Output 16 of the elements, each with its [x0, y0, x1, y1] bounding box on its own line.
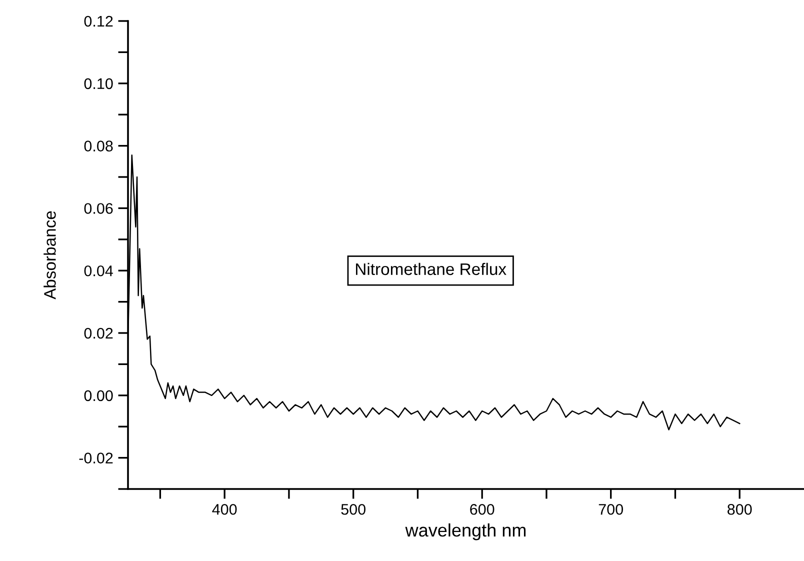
x-tick-label: 700: [598, 504, 624, 515]
x-axis-title: wavelength nm: [405, 523, 526, 540]
y-tick-label: 0.12: [84, 16, 113, 27]
y-tick-label: 0.08: [84, 140, 113, 152]
y-tick-label: 0.02: [84, 328, 113, 339]
y-tick-label: 0.00: [84, 390, 113, 402]
x-tick-label: 400: [212, 504, 237, 515]
y-tick-label: 0.10: [84, 78, 113, 90]
x-tick-label: 500: [341, 504, 366, 515]
y-tick-label: 0.04: [84, 265, 113, 276]
y-tick-label: -0.02: [79, 452, 113, 464]
y-axis-title: Absorbance: [44, 211, 56, 300]
annotation: Nitromethane Reflux: [356, 262, 506, 276]
x-tick-label: 800: [728, 504, 752, 515]
y-tick-label: 0.06: [84, 203, 113, 214]
x-tick-label: 600: [470, 504, 494, 515]
